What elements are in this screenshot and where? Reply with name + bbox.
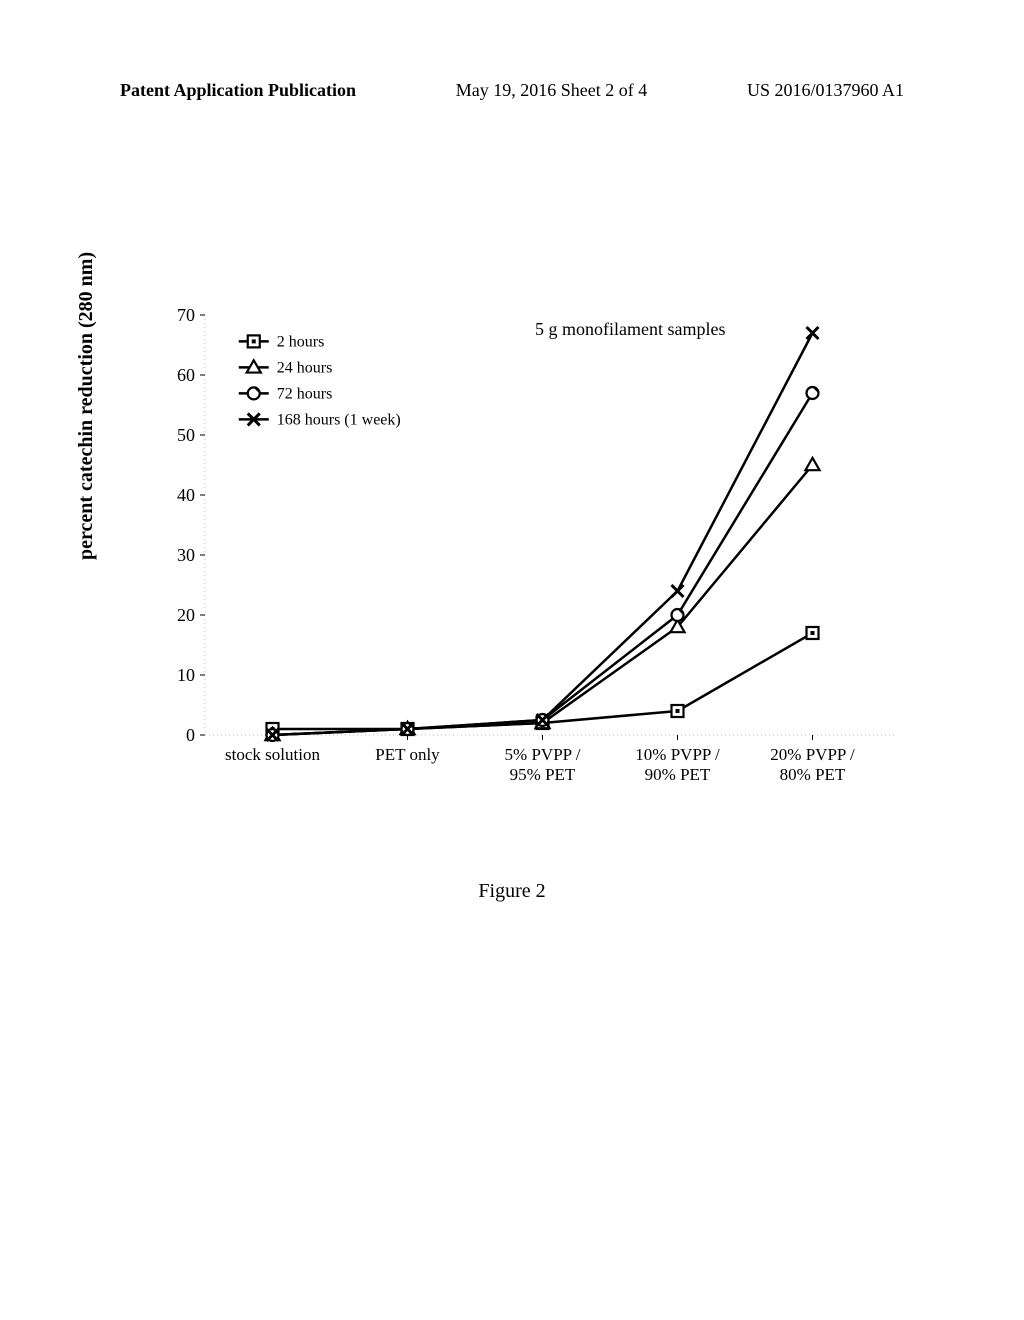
svg-text:10: 10 [177, 665, 195, 685]
figure-caption: Figure 2 [0, 880, 1024, 903]
chart-container: percent catechin reduction (280 nm) 0102… [120, 300, 900, 820]
svg-text:5 g monofilament samples: 5 g monofilament samples [535, 319, 725, 339]
svg-text:95% PET: 95% PET [510, 765, 576, 784]
page: Patent Application Publication May 19, 2… [0, 0, 1024, 1320]
svg-text:0: 0 [186, 725, 195, 745]
svg-text:40: 40 [177, 485, 195, 505]
svg-text:5% PVPP /: 5% PVPP / [505, 745, 581, 764]
svg-text:70: 70 [177, 305, 195, 325]
header-left: Patent Application Publication [120, 80, 356, 101]
line-chart: 0 10 20 30 40 50 60 70 stock solution PET only 5% … [120, 300, 900, 820]
header-center: May 19, 2016 Sheet 2 of 4 [456, 80, 647, 101]
svg-text:20: 20 [177, 605, 195, 625]
svg-text:20% PVPP /: 20% PVPP / [770, 745, 855, 764]
svg-text:2 hours: 2 hours [277, 333, 325, 350]
svg-text:24 hours: 24 hours [277, 359, 333, 376]
svg-text:PET only: PET only [375, 745, 440, 764]
svg-text:168 hours (1 week): 168 hours (1 week) [277, 411, 401, 428]
svg-text:50: 50 [177, 425, 195, 445]
svg-text:72 hours: 72 hours [277, 385, 333, 402]
svg-text:60: 60 [177, 365, 195, 385]
y-axis-label: percent catechin reduction (280 nm) [75, 252, 98, 560]
svg-text:10% PVPP /: 10% PVPP / [635, 745, 720, 764]
header-right: US 2016/0137960 A1 [747, 80, 904, 101]
svg-text:stock solution: stock solution [225, 745, 320, 764]
svg-text:80% PET: 80% PET [780, 765, 846, 784]
svg-text:30: 30 [177, 545, 195, 565]
svg-text:90% PET: 90% PET [645, 765, 711, 784]
page-header: Patent Application Publication May 19, 2… [120, 80, 904, 101]
